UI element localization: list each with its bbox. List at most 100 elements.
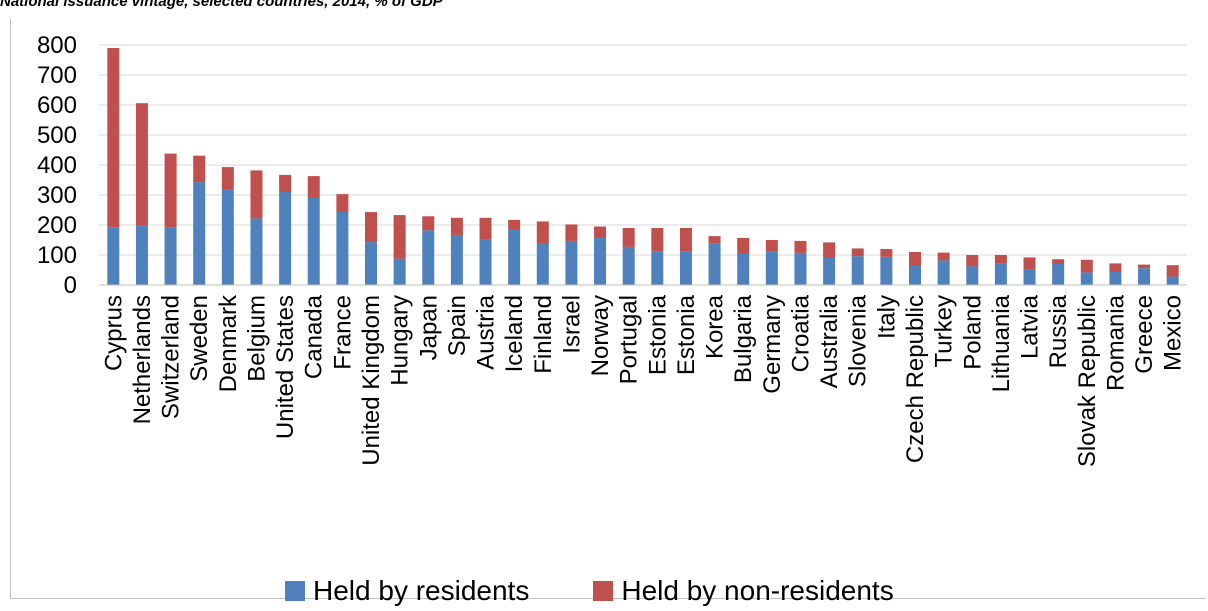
bar-residents: [107, 227, 120, 285]
bar-residents: [450, 234, 463, 285]
bar-residents: [307, 198, 320, 285]
bar-nonresidents: [508, 219, 521, 230]
x-tick-label: Turkey: [931, 295, 958, 367]
bar-residents: [422, 230, 435, 285]
bar-nonresidents: [164, 153, 177, 228]
y-tick-label: 400: [37, 152, 77, 179]
x-tick-label: Slovak Republic: [1074, 295, 1101, 467]
bar-residents: [250, 218, 263, 285]
bar-nonresidents: [135, 103, 148, 226]
x-tick-label: Bulgaria: [730, 294, 757, 383]
bar-nonresidents: [794, 240, 807, 253]
x-tick-label: Estonia: [673, 294, 700, 375]
legend-swatch-nonresidents: [593, 581, 614, 601]
y-tick-label: 200: [37, 212, 77, 239]
x-tick-label: Latvia: [1017, 294, 1044, 359]
bar-nonresidents: [679, 228, 692, 252]
x-tick-label: Germany: [759, 295, 786, 394]
bar-nonresidents: [765, 240, 778, 252]
bar-residents: [1138, 268, 1151, 285]
bar-residents: [909, 265, 921, 285]
x-tick-label: Greece: [1131, 295, 1158, 374]
bar-residents: [1023, 269, 1036, 285]
legend-label-residents: Held by residents: [313, 575, 530, 606]
x-tick-label: France: [329, 295, 356, 370]
bar-nonresidents: [479, 217, 492, 240]
x-tick-label: United States: [272, 295, 299, 439]
y-tick-label: 500: [37, 122, 77, 149]
x-tick-label: Switzerland: [158, 295, 185, 419]
legend-swatch-residents: [285, 581, 305, 601]
bar-nonresidents: [565, 224, 578, 241]
x-tick-label: Sweden: [186, 295, 213, 382]
x-tick-label: Estonia: [644, 294, 671, 375]
bar-nonresidents: [193, 155, 206, 183]
bar-nonresidents: [823, 242, 836, 258]
y-tick-label: 100: [37, 242, 77, 269]
bar-residents: [708, 243, 721, 285]
bar-nonresidents: [450, 217, 463, 235]
bar-nonresidents: [622, 228, 635, 247]
x-tick-label: Norway: [587, 295, 614, 376]
x-tick-label: Japan: [415, 295, 442, 360]
bar-residents: [1080, 272, 1093, 285]
bar-residents: [479, 239, 492, 285]
bar-residents: [679, 251, 692, 285]
bar-nonresidents: [1109, 263, 1122, 272]
x-tick-label: Australia: [816, 294, 843, 388]
bar-nonresidents: [221, 167, 234, 190]
x-tick-label: Canada: [301, 294, 328, 379]
x-tick-label: Romania: [1102, 294, 1129, 391]
x-tick-label: Croatia: [787, 294, 814, 372]
bar-residents: [135, 225, 148, 285]
bar-nonresidents: [937, 252, 950, 261]
bar-residents: [393, 258, 406, 285]
bar-nonresidents: [851, 248, 864, 257]
y-tick-label: 800: [37, 32, 77, 59]
x-tick-label: Iceland: [501, 295, 528, 372]
x-tick-label: Belgium: [243, 295, 270, 382]
bar-nonresidents: [536, 221, 549, 243]
bar-nonresidents: [708, 236, 721, 244]
y-tick-label: 0: [64, 272, 77, 299]
legend-label-nonresidents: Held by non-residents: [621, 575, 894, 606]
x-tick-label: Cyprus: [100, 295, 127, 371]
x-tick-label: Czech Republic: [902, 295, 929, 463]
y-tick-label: 600: [37, 92, 77, 119]
bar-residents: [164, 227, 177, 285]
x-tick-label: United Kingdom: [358, 295, 385, 466]
bar-nonresidents: [365, 212, 377, 243]
bar-residents: [765, 251, 778, 285]
x-tick-label: Denmark: [215, 294, 242, 392]
bar-nonresidents: [107, 48, 120, 228]
bar-nonresidents: [594, 226, 607, 237]
bar-residents: [622, 246, 635, 285]
bar-residents: [880, 256, 893, 285]
x-tick-label: Mexico: [1160, 295, 1187, 371]
bar-residents: [565, 240, 578, 285]
bar-residents: [794, 252, 807, 285]
x-tick-label: Finland: [530, 295, 557, 374]
bar-residents: [336, 211, 349, 285]
bar-residents: [737, 253, 750, 285]
x-tick-label: Portugal: [616, 295, 643, 384]
bar-nonresidents: [279, 174, 292, 192]
x-tick-label: Netherlands: [129, 295, 156, 424]
chart-legend: Held by residents Held by non-residents: [285, 571, 958, 611]
x-tick-label: Israel: [558, 295, 585, 354]
bar-residents: [193, 182, 206, 285]
bar-residents: [594, 237, 607, 285]
x-tick-label: Italy: [873, 295, 900, 339]
x-tick-label: Hungary: [387, 295, 414, 386]
y-tick-label: 300: [37, 182, 77, 209]
legend-item-nonresidents: Held by non-residents: [593, 575, 894, 607]
bar-nonresidents: [651, 228, 664, 252]
x-tick-label: Korea: [702, 294, 729, 359]
bar-nonresidents: [737, 237, 750, 254]
bar-residents: [823, 258, 836, 285]
y-tick-label: 700: [37, 62, 77, 89]
bar-nonresidents: [966, 255, 979, 267]
x-tick-label: Austria: [473, 294, 500, 369]
bar-nonresidents: [880, 249, 893, 257]
bar-nonresidents: [1052, 259, 1065, 264]
